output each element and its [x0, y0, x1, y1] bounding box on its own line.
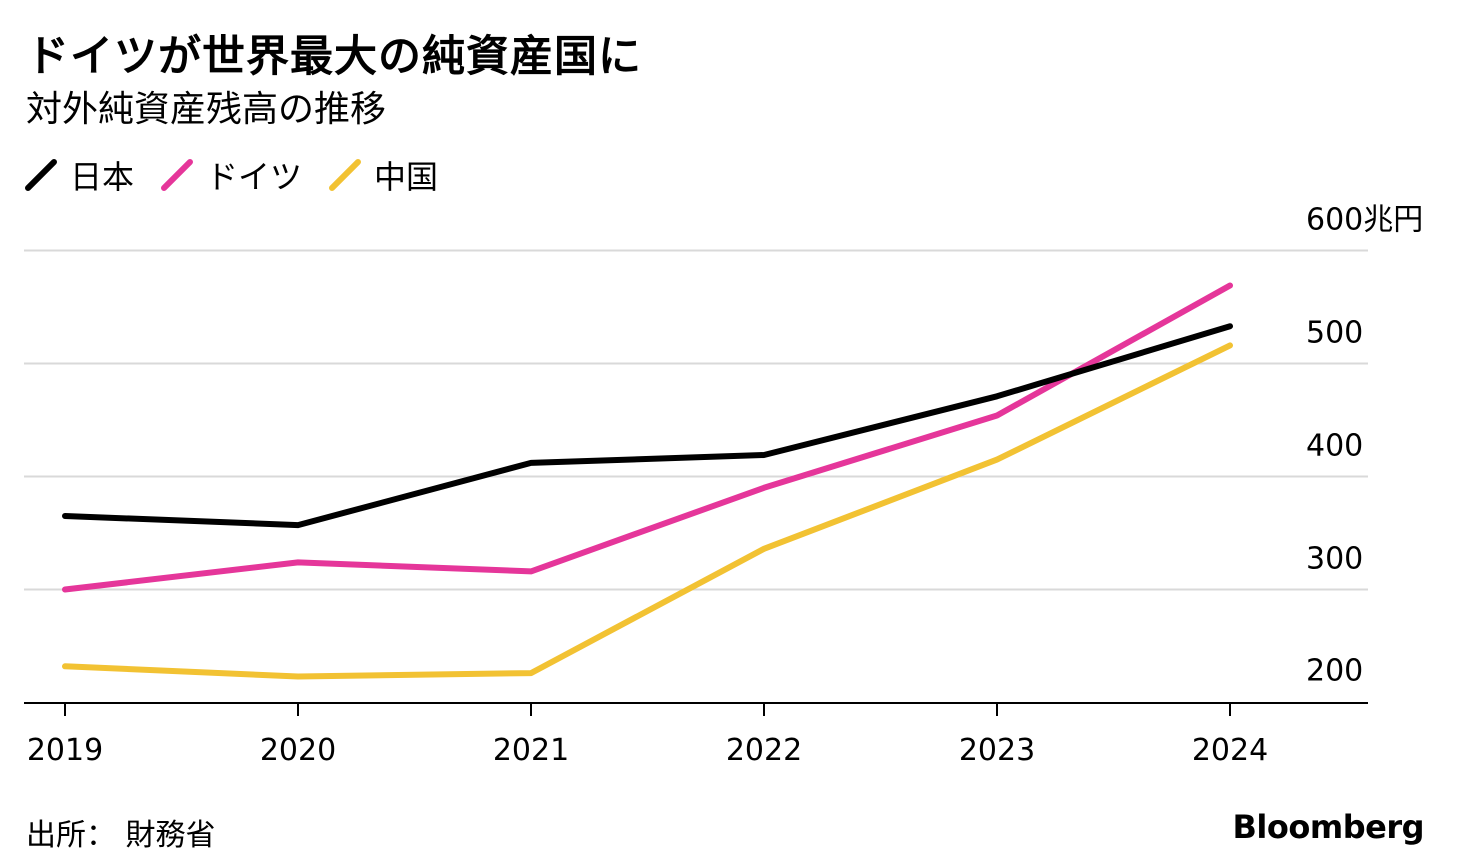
y-tick-label-400: 400: [1306, 429, 1363, 464]
legend-swatch-japan: [25, 159, 57, 191]
x-tick-label-2024: 2024: [1192, 733, 1268, 768]
legend-label-china: 中国: [374, 158, 439, 196]
legend-item-germany: ドイツ: [160, 152, 302, 198]
x-tick-label-2021: 2021: [493, 733, 569, 768]
legend: 日本 ドイツ 中国: [24, 152, 464, 198]
x-tick-label-2023: 2023: [959, 733, 1035, 768]
x-tick-label-2022: 2022: [726, 733, 802, 768]
legend-item-japan: 日本: [24, 152, 134, 198]
y-tick-label-600: 600兆円: [1306, 203, 1423, 238]
x-tick-label-2019: 2019: [27, 733, 103, 768]
legend-swatch-china: [329, 159, 362, 191]
y-tick-label-200: 200: [1306, 654, 1363, 689]
x-tick-label-2020: 2020: [260, 733, 336, 768]
series-line-中国: [62, 342, 1233, 680]
chart-subtitle: 対外純資産残高の推移: [26, 89, 387, 130]
series-line-ドイツ: [62, 282, 1233, 593]
series-line-日本: [62, 323, 1233, 529]
y-tick-label-500: 500: [1306, 316, 1363, 351]
legend-label-japan: 日本: [70, 158, 135, 196]
source-note: 出所： 財務省: [26, 818, 216, 853]
chart-title: ドイツが世界最大の純資産国に: [26, 32, 642, 82]
legend-item-china: 中国: [328, 152, 438, 198]
brand-logo: Bloomberg: [1232, 808, 1425, 846]
legend-label-germany: ドイツ: [206, 158, 303, 196]
y-tick-label-300: 300: [1306, 542, 1363, 577]
legend-swatch-germany: [161, 159, 194, 191]
